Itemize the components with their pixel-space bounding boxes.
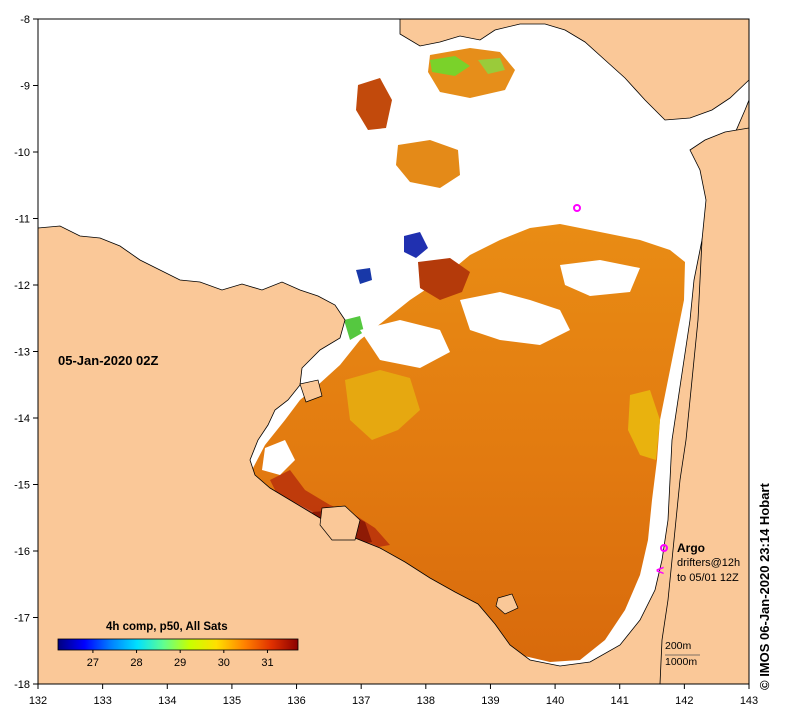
copyright-label: © IMOS 06-Jan-2020 23:14 Hobart (757, 483, 772, 690)
argo-legend-label: Argo (677, 541, 705, 555)
sst-patch-blue-2 (356, 268, 372, 284)
drifters-legend-arrow-icon: < (656, 562, 664, 578)
sst-cool-east (628, 390, 660, 460)
colorbar-tick-label: 28 (130, 657, 142, 669)
latitude-tick-label: -17 (14, 613, 30, 625)
sst-patch-north-3 (396, 140, 460, 188)
latitude-tick-label: -15 (14, 480, 30, 492)
latitude-tick-label: -9 (20, 81, 30, 93)
sst-patch-north-2 (356, 78, 392, 130)
colorbar-title: 4h comp, p50, All Sats (106, 621, 228, 633)
argo-legend: Argo < drifters@12h to 05/01 12Z (656, 541, 740, 584)
longitude-tick-label: 135 (223, 695, 241, 707)
cloud-gap-3 (360, 320, 450, 368)
isobath-legend: 200m 1000m (665, 640, 700, 668)
sst-patch-green-1 (430, 56, 470, 76)
drifters-legend-label: drifters@12h (677, 557, 740, 569)
longitude-tick-label: 137 (352, 695, 370, 707)
island-north (299, 379, 323, 403)
latitude-tick-label: -14 (14, 413, 30, 425)
cloud-gap-4 (262, 440, 295, 475)
longitude-tick-label: 139 (481, 695, 499, 707)
longitude-tick-label: 142 (675, 695, 693, 707)
latitude-axis: -8 -9 -10 -11 -12 -13 -14 -15 -16 -17 -18 (14, 14, 38, 691)
land-northern-territory (38, 99, 749, 684)
colorbar-tick-label: 29 (174, 657, 186, 669)
isobath-200-label: 200m (665, 640, 692, 652)
longitude-tick-label: 140 (546, 695, 564, 707)
cloud-gap-1 (460, 292, 570, 345)
latitude-tick-label: -18 (14, 679, 30, 691)
island-groote (319, 505, 361, 541)
colorbar-tick-label: 30 (218, 657, 230, 669)
sst-patch-green-2 (478, 58, 505, 74)
sst-patch-red-mid (418, 258, 470, 300)
drifters-legend-period: to 05/01 12Z (677, 572, 739, 584)
argo-legend-icon (660, 544, 668, 552)
longitude-axis: 132 133 134 135 136 137 138 139 140 141 142 143 (29, 684, 758, 707)
island-mornington (495, 593, 519, 615)
argo-float-marker[interactable] (573, 204, 581, 212)
longitude-tick-label: 138 (417, 695, 435, 707)
latitude-tick-label: -13 (14, 347, 30, 359)
land-new-guinea (399, 19, 749, 121)
colorbar-ticks: 27 28 29 30 31 (87, 650, 274, 669)
latitude-tick-label: -8 (20, 14, 30, 26)
sst-field (252, 224, 685, 662)
longitude-tick-label: 136 (287, 695, 305, 707)
date-label: 05-Jan-2020 02Z (58, 353, 159, 368)
latitude-tick-label: -16 (14, 546, 30, 558)
land-cape-york (659, 127, 749, 684)
sst-patch-blue-1 (404, 232, 428, 258)
sst-patch-green-3 (344, 316, 364, 340)
cloud-gap-2 (560, 260, 640, 296)
colorbar: 4h comp, p50, All Sats 27 28 29 30 31 (57, 621, 299, 669)
colorbar-tick-label: 27 (87, 657, 99, 669)
latitude-tick-label: -11 (15, 214, 30, 226)
longitude-tick-label: 132 (29, 695, 47, 707)
latitude-tick-label: -10 (14, 147, 30, 159)
longitude-tick-label: 141 (611, 695, 629, 707)
longitude-tick-label: 143 (740, 695, 758, 707)
longitude-tick-label: 134 (158, 695, 176, 707)
sst-yellow-west (345, 370, 420, 440)
longitude-tick-label: 133 (93, 695, 111, 707)
colorbar-gradient (57, 638, 299, 651)
latitude-tick-label: -12 (14, 280, 30, 292)
isobath-1000-label: 1000m (665, 656, 697, 668)
colorbar-tick-label: 31 (261, 657, 273, 669)
